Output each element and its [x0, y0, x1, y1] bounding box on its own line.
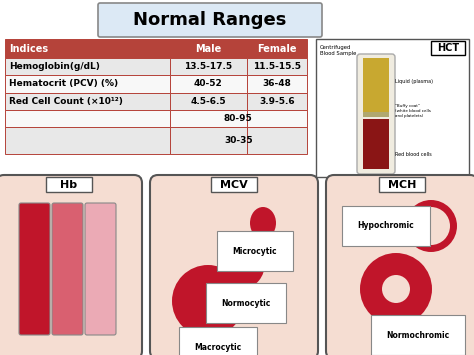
Bar: [431, 41, 465, 55]
FancyBboxPatch shape: [357, 54, 395, 174]
Bar: [5, 75, 170, 93]
Circle shape: [360, 253, 432, 325]
Text: Indices: Indices: [9, 44, 48, 54]
Bar: [363, 119, 389, 169]
Text: 3.9-5.6: 3.9-5.6: [259, 97, 295, 106]
Text: HCT: HCT: [437, 43, 459, 53]
Bar: [5, 39, 170, 58]
Bar: [170, 93, 246, 110]
Bar: [211, 177, 257, 192]
Text: Normocytic: Normocytic: [221, 299, 271, 307]
Text: Normal Ranges: Normal Ranges: [133, 11, 287, 29]
Text: 30-35: 30-35: [224, 136, 253, 145]
Text: 4.5-6.5: 4.5-6.5: [190, 97, 226, 106]
Bar: [5, 127, 170, 154]
Bar: [246, 110, 307, 127]
Text: Hematocrit (PCV) (%): Hematocrit (PCV) (%): [9, 80, 118, 88]
Text: 36-48: 36-48: [263, 80, 291, 88]
Circle shape: [382, 275, 410, 303]
FancyBboxPatch shape: [52, 203, 83, 335]
Text: 80-95: 80-95: [224, 114, 253, 123]
FancyBboxPatch shape: [326, 175, 474, 355]
Bar: [5, 58, 170, 75]
Bar: [5, 93, 170, 110]
FancyBboxPatch shape: [98, 3, 322, 37]
Text: Hemoglobin(g/dL): Hemoglobin(g/dL): [9, 62, 100, 71]
Text: MCV: MCV: [220, 180, 248, 190]
Text: Female: Female: [257, 44, 297, 54]
FancyBboxPatch shape: [85, 203, 116, 335]
Bar: [170, 39, 246, 58]
Text: Male: Male: [195, 44, 221, 54]
FancyBboxPatch shape: [150, 175, 318, 355]
Text: Hypochromic: Hypochromic: [357, 222, 414, 230]
Bar: [5, 110, 170, 127]
Circle shape: [412, 207, 450, 245]
Bar: [246, 39, 307, 58]
Text: Centrifuged
Blood Sample: Centrifuged Blood Sample: [320, 45, 356, 56]
Text: Red Cell Count (×10¹²): Red Cell Count (×10¹²): [9, 97, 123, 106]
FancyBboxPatch shape: [0, 175, 142, 355]
Text: Macrocytic: Macrocytic: [194, 343, 242, 351]
Text: 13.5-17.5: 13.5-17.5: [184, 62, 232, 71]
Text: Liquid (plasma): Liquid (plasma): [395, 78, 433, 83]
Bar: [246, 93, 307, 110]
Text: 40-52: 40-52: [194, 80, 222, 88]
Text: Microcytic: Microcytic: [233, 246, 277, 256]
Ellipse shape: [223, 238, 265, 288]
Text: Red blood cells: Red blood cells: [395, 153, 432, 158]
Text: 11.5-15.5: 11.5-15.5: [253, 62, 301, 71]
Bar: [170, 127, 246, 154]
FancyBboxPatch shape: [19, 203, 50, 335]
Bar: [46, 177, 92, 192]
Bar: [363, 112, 389, 118]
Bar: [246, 75, 307, 93]
Circle shape: [405, 200, 457, 252]
Bar: [170, 110, 246, 127]
Ellipse shape: [172, 265, 244, 337]
Text: "Buffy coat"
(white blood cells
and platelets): "Buffy coat" (white blood cells and plat…: [395, 104, 431, 118]
Bar: [246, 58, 307, 75]
Text: Normochromic: Normochromic: [386, 331, 450, 339]
Ellipse shape: [250, 207, 276, 239]
Text: Hb: Hb: [61, 180, 78, 190]
Bar: [363, 58, 389, 112]
Bar: [246, 127, 307, 154]
Bar: [316, 39, 469, 177]
Bar: [170, 58, 246, 75]
Text: MCH: MCH: [388, 180, 416, 190]
Bar: [379, 177, 425, 192]
Bar: [170, 75, 246, 93]
